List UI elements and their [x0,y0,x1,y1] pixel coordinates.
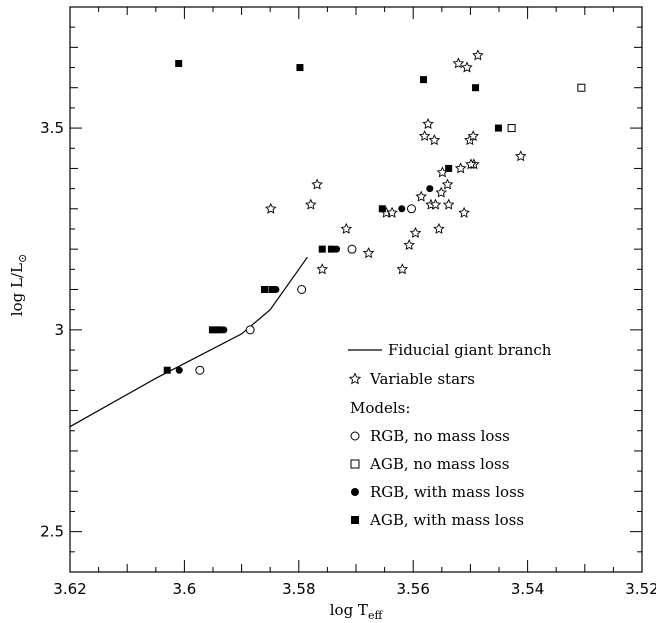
variable-star-point [461,61,473,73]
agb-with-mass-loss-point [208,326,216,334]
rgb-with-mass-loss-point [333,245,341,253]
y-tick-label: 2.5 [40,523,64,541]
agb-no-mass-loss-point [577,83,586,92]
variable-star-point [422,117,434,129]
variable-star-point [442,198,455,210]
legend-rgb-no-loss-label: RGB, no mass loss [370,427,510,445]
y-tick-label: 3 [54,321,64,339]
legend-models-header: Models: [350,399,410,417]
rgb-no-mass-loss-point [195,365,205,375]
agb-with-mass-loss-point [163,366,171,374]
legend-agb-no-loss-marker [350,459,360,469]
variable-star-point [418,130,431,142]
x-tick-label: 3.6 [172,580,196,598]
variable-star-point [465,158,477,170]
agb-with-mass-loss-point [419,76,427,84]
agb-with-mass-loss-point [296,64,304,72]
rgb-with-mass-loss-point [398,205,406,213]
variable-star-point [265,202,277,214]
variable-star-point [386,206,398,218]
agb-with-mass-loss-point [445,164,453,172]
variable-star-point [428,134,441,146]
x-tick-label: 3.58 [282,580,315,598]
agb-with-mass-loss-point [318,245,326,253]
variable-star-point [441,178,454,190]
legend: Fiducial giant branch Variable stars Mod… [348,341,552,529]
x-axis-label: log Teff [330,601,384,622]
rgb-with-mass-loss-point [220,326,228,334]
rgb-no-mass-loss-point [347,244,357,254]
x-tick-labels: 3.62 3.6 3.58 3.56 3.54 3.52 [53,580,656,598]
legend-rgb-loss-marker [351,488,359,496]
variable-star-point [429,198,442,210]
agb-with-mass-loss-point [327,245,335,253]
variable-star-point [403,239,415,251]
variable-star-point [305,198,317,210]
x-tick-label: 3.56 [396,580,429,598]
x-tick-label: 3.52 [625,580,656,598]
plot-frame [69,6,643,573]
variable-star-point [458,206,470,218]
agb-with-mass-loss-point [494,124,502,132]
rgb-no-mass-loss-point [406,204,416,214]
variable-star-point [340,222,353,234]
y-tick-label: 3.5 [40,119,64,137]
variable-star-point [396,263,409,275]
variable-star-point [452,57,465,69]
variable-star-point [472,49,484,61]
legend-star-shape [348,372,362,385]
variable-star-point [514,150,527,162]
rgb-no-mass-loss-point [245,325,255,335]
variable-star-point [362,247,375,259]
agb-with-mass-loss-point [378,205,386,213]
legend-agb-no-loss-label: AGB, no mass loss [369,455,509,473]
agb-with-mass-loss-point [175,60,183,67]
agb-no-mass-loss-point [507,124,516,133]
rgb-with-mass-loss-point [272,286,280,293]
variable-star-point [433,222,445,234]
legend-rgb-loss-label: RGB, with mass loss [370,483,524,501]
fiducial-giant-branch-line [69,256,308,428]
data-points [163,49,586,375]
axis-ticks [69,6,643,573]
rgb-with-mass-loss-point [426,185,434,193]
x-tick-label: 3.62 [53,580,86,598]
agb-with-mass-loss-point [215,326,223,334]
legend-variable-star-marker [348,372,362,385]
agb-with-mass-loss-point [268,286,276,293]
variable-star-point [435,186,448,198]
legend-agb-loss-label: AGB, with mass loss [369,511,524,529]
legend-variable-label: Variable stars [369,370,475,388]
legend-agb-loss-marker [351,516,359,524]
rgb-with-mass-loss-point [175,366,183,374]
variable-star-point [454,162,467,174]
x-tick-label: 3.54 [511,580,544,598]
variable-star-point [311,178,323,190]
variable-star-point [467,130,480,142]
legend-rgb-no-loss-marker [350,431,360,441]
variable-star-point [316,263,329,275]
variable-star-point [415,190,427,202]
y-tick-labels: 2.5 3 3.5 [40,119,64,541]
y-axis-label: log L/L⊙ [8,254,29,316]
rgb-no-mass-loss-point [297,285,307,294]
legend-fiducial-label: Fiducial giant branch [388,341,552,359]
agb-with-mass-loss-point [260,286,268,293]
variable-star-point [409,226,422,238]
agb-with-mass-loss-point [472,84,480,92]
